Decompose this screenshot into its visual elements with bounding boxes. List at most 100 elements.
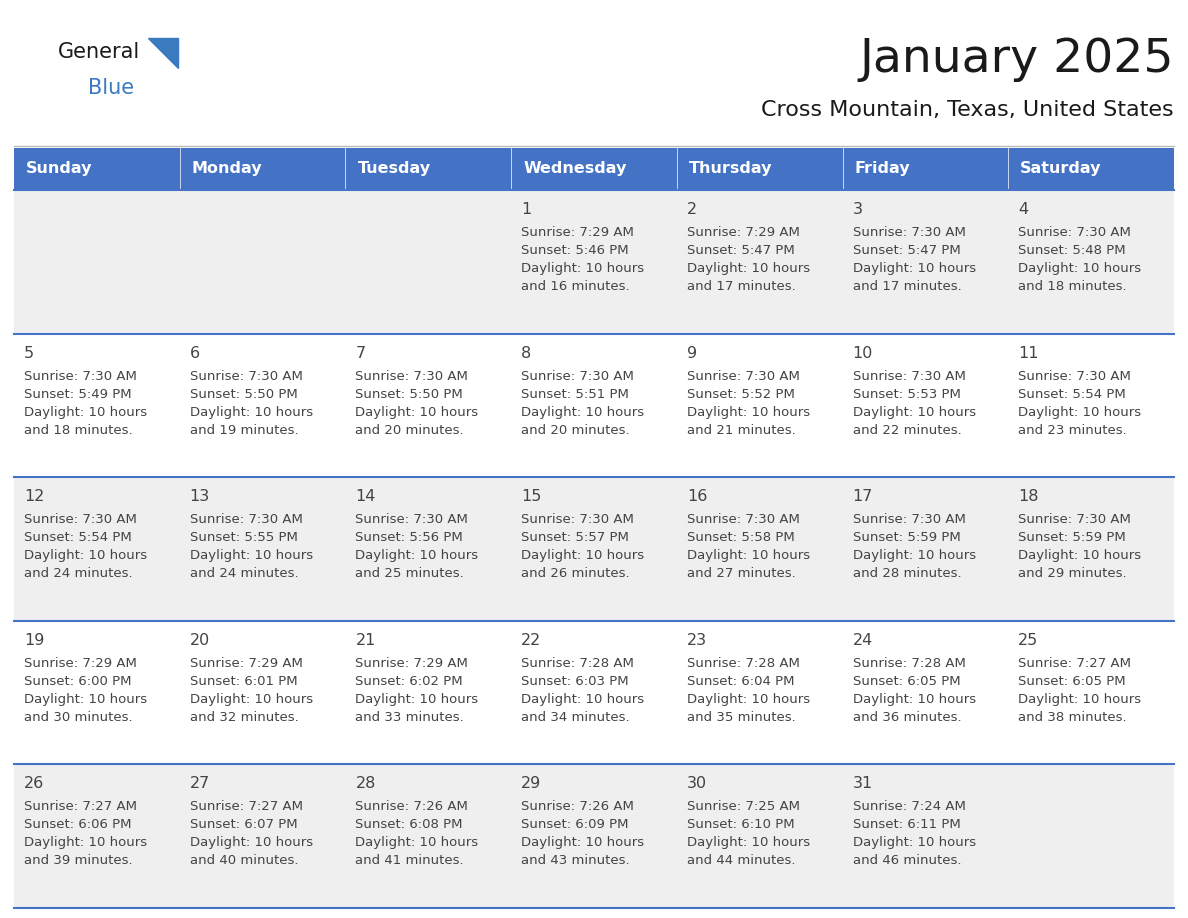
Text: Daylight: 10 hours: Daylight: 10 hours bbox=[190, 693, 312, 706]
Text: 7: 7 bbox=[355, 345, 366, 361]
Text: 27: 27 bbox=[190, 777, 210, 791]
Text: and 28 minutes.: and 28 minutes. bbox=[853, 567, 961, 580]
Text: Sunrise: 7:29 AM: Sunrise: 7:29 AM bbox=[687, 226, 800, 239]
Text: and 43 minutes.: and 43 minutes. bbox=[522, 855, 630, 868]
Text: Daylight: 10 hours: Daylight: 10 hours bbox=[522, 262, 644, 275]
Text: January 2025: January 2025 bbox=[859, 38, 1174, 83]
Text: Daylight: 10 hours: Daylight: 10 hours bbox=[687, 262, 810, 275]
Text: Daylight: 10 hours: Daylight: 10 hours bbox=[522, 406, 644, 419]
Text: Daylight: 10 hours: Daylight: 10 hours bbox=[853, 549, 975, 562]
Text: Sunrise: 7:30 AM: Sunrise: 7:30 AM bbox=[522, 370, 634, 383]
Text: 11: 11 bbox=[1018, 345, 1038, 361]
Text: and 22 minutes.: and 22 minutes. bbox=[853, 423, 961, 437]
Text: Saturday: Saturday bbox=[1020, 162, 1101, 176]
Text: Sunset: 6:05 PM: Sunset: 6:05 PM bbox=[853, 675, 960, 688]
Text: General: General bbox=[58, 42, 140, 62]
Bar bbox=[14, 477, 1174, 621]
Text: Sunset: 5:50 PM: Sunset: 5:50 PM bbox=[190, 387, 297, 400]
Text: Sunset: 6:01 PM: Sunset: 6:01 PM bbox=[190, 675, 297, 688]
Text: Sunset: 6:10 PM: Sunset: 6:10 PM bbox=[687, 819, 795, 832]
Text: and 23 minutes.: and 23 minutes. bbox=[1018, 423, 1127, 437]
Text: Sunrise: 7:26 AM: Sunrise: 7:26 AM bbox=[522, 800, 634, 813]
Text: Sunrise: 7:29 AM: Sunrise: 7:29 AM bbox=[24, 656, 137, 670]
Bar bbox=[14, 333, 1174, 477]
Text: Daylight: 10 hours: Daylight: 10 hours bbox=[1018, 549, 1142, 562]
Text: Sunset: 6:04 PM: Sunset: 6:04 PM bbox=[687, 675, 795, 688]
Text: Sunrise: 7:27 AM: Sunrise: 7:27 AM bbox=[24, 800, 137, 813]
Text: Sunset: 5:57 PM: Sunset: 5:57 PM bbox=[522, 532, 628, 544]
Text: Sunrise: 7:30 AM: Sunrise: 7:30 AM bbox=[853, 370, 966, 383]
Text: Daylight: 10 hours: Daylight: 10 hours bbox=[24, 549, 147, 562]
Text: Sunrise: 7:30 AM: Sunrise: 7:30 AM bbox=[1018, 226, 1131, 239]
Text: 22: 22 bbox=[522, 633, 542, 648]
Text: and 32 minutes.: and 32 minutes. bbox=[190, 711, 298, 723]
Text: Sunset: 5:52 PM: Sunset: 5:52 PM bbox=[687, 387, 795, 400]
Text: 12: 12 bbox=[24, 489, 44, 504]
Text: Sunset: 5:51 PM: Sunset: 5:51 PM bbox=[522, 387, 628, 400]
Text: Sunrise: 7:26 AM: Sunrise: 7:26 AM bbox=[355, 800, 468, 813]
Text: Sunset: 5:56 PM: Sunset: 5:56 PM bbox=[355, 532, 463, 544]
Text: Sunday: Sunday bbox=[26, 162, 93, 176]
Text: Sunrise: 7:30 AM: Sunrise: 7:30 AM bbox=[190, 370, 303, 383]
Text: and 46 minutes.: and 46 minutes. bbox=[853, 855, 961, 868]
Text: Daylight: 10 hours: Daylight: 10 hours bbox=[355, 693, 479, 706]
Text: Cross Mountain, Texas, United States: Cross Mountain, Texas, United States bbox=[762, 100, 1174, 120]
Text: Sunrise: 7:30 AM: Sunrise: 7:30 AM bbox=[687, 370, 800, 383]
Text: Daylight: 10 hours: Daylight: 10 hours bbox=[687, 693, 810, 706]
Text: Daylight: 10 hours: Daylight: 10 hours bbox=[1018, 693, 1142, 706]
Text: Daylight: 10 hours: Daylight: 10 hours bbox=[1018, 262, 1142, 275]
Text: and 26 minutes.: and 26 minutes. bbox=[522, 567, 630, 580]
Text: Sunrise: 7:30 AM: Sunrise: 7:30 AM bbox=[1018, 370, 1131, 383]
Text: 8: 8 bbox=[522, 345, 531, 361]
Text: and 17 minutes.: and 17 minutes. bbox=[687, 280, 796, 293]
Text: and 44 minutes.: and 44 minutes. bbox=[687, 855, 795, 868]
Text: and 18 minutes.: and 18 minutes. bbox=[1018, 280, 1127, 293]
Text: Sunset: 5:54 PM: Sunset: 5:54 PM bbox=[24, 532, 132, 544]
Text: 9: 9 bbox=[687, 345, 697, 361]
Text: Sunrise: 7:28 AM: Sunrise: 7:28 AM bbox=[687, 656, 800, 670]
Text: and 17 minutes.: and 17 minutes. bbox=[853, 280, 961, 293]
Text: Sunrise: 7:30 AM: Sunrise: 7:30 AM bbox=[687, 513, 800, 526]
Text: Daylight: 10 hours: Daylight: 10 hours bbox=[355, 836, 479, 849]
Text: 17: 17 bbox=[853, 489, 873, 504]
Text: Sunrise: 7:30 AM: Sunrise: 7:30 AM bbox=[355, 370, 468, 383]
Text: 30: 30 bbox=[687, 777, 707, 791]
Text: Sunrise: 7:28 AM: Sunrise: 7:28 AM bbox=[853, 656, 966, 670]
Text: Daylight: 10 hours: Daylight: 10 hours bbox=[853, 836, 975, 849]
Text: Sunrise: 7:30 AM: Sunrise: 7:30 AM bbox=[190, 513, 303, 526]
Text: 28: 28 bbox=[355, 777, 375, 791]
Text: 18: 18 bbox=[1018, 489, 1038, 504]
Text: and 38 minutes.: and 38 minutes. bbox=[1018, 711, 1127, 723]
Text: Monday: Monday bbox=[191, 162, 263, 176]
Text: Sunset: 5:54 PM: Sunset: 5:54 PM bbox=[1018, 387, 1126, 400]
Text: 13: 13 bbox=[190, 489, 210, 504]
Text: Daylight: 10 hours: Daylight: 10 hours bbox=[1018, 406, 1142, 419]
Text: Sunset: 5:55 PM: Sunset: 5:55 PM bbox=[190, 532, 297, 544]
Text: Daylight: 10 hours: Daylight: 10 hours bbox=[853, 693, 975, 706]
Text: Daylight: 10 hours: Daylight: 10 hours bbox=[687, 836, 810, 849]
Text: Sunset: 6:02 PM: Sunset: 6:02 PM bbox=[355, 675, 463, 688]
Text: and 41 minutes.: and 41 minutes. bbox=[355, 855, 465, 868]
Text: 1: 1 bbox=[522, 202, 531, 217]
Text: Sunset: 6:05 PM: Sunset: 6:05 PM bbox=[1018, 675, 1126, 688]
Text: and 25 minutes.: and 25 minutes. bbox=[355, 567, 465, 580]
Text: Sunrise: 7:30 AM: Sunrise: 7:30 AM bbox=[1018, 513, 1131, 526]
Text: and 16 minutes.: and 16 minutes. bbox=[522, 280, 630, 293]
Text: 10: 10 bbox=[853, 345, 873, 361]
Text: 26: 26 bbox=[24, 777, 44, 791]
Text: Daylight: 10 hours: Daylight: 10 hours bbox=[853, 262, 975, 275]
Text: and 35 minutes.: and 35 minutes. bbox=[687, 711, 796, 723]
Text: Wednesday: Wednesday bbox=[523, 162, 626, 176]
Text: Daylight: 10 hours: Daylight: 10 hours bbox=[190, 549, 312, 562]
Text: Sunrise: 7:29 AM: Sunrise: 7:29 AM bbox=[190, 656, 303, 670]
Text: and 20 minutes.: and 20 minutes. bbox=[355, 423, 465, 437]
Bar bbox=[14, 190, 1174, 333]
Text: 16: 16 bbox=[687, 489, 707, 504]
Text: Daylight: 10 hours: Daylight: 10 hours bbox=[853, 406, 975, 419]
Text: Daylight: 10 hours: Daylight: 10 hours bbox=[355, 406, 479, 419]
Text: and 24 minutes.: and 24 minutes. bbox=[24, 567, 133, 580]
Text: Sunset: 5:49 PM: Sunset: 5:49 PM bbox=[24, 387, 132, 400]
Text: Daylight: 10 hours: Daylight: 10 hours bbox=[522, 836, 644, 849]
Text: 4: 4 bbox=[1018, 202, 1029, 217]
Text: and 33 minutes.: and 33 minutes. bbox=[355, 711, 465, 723]
